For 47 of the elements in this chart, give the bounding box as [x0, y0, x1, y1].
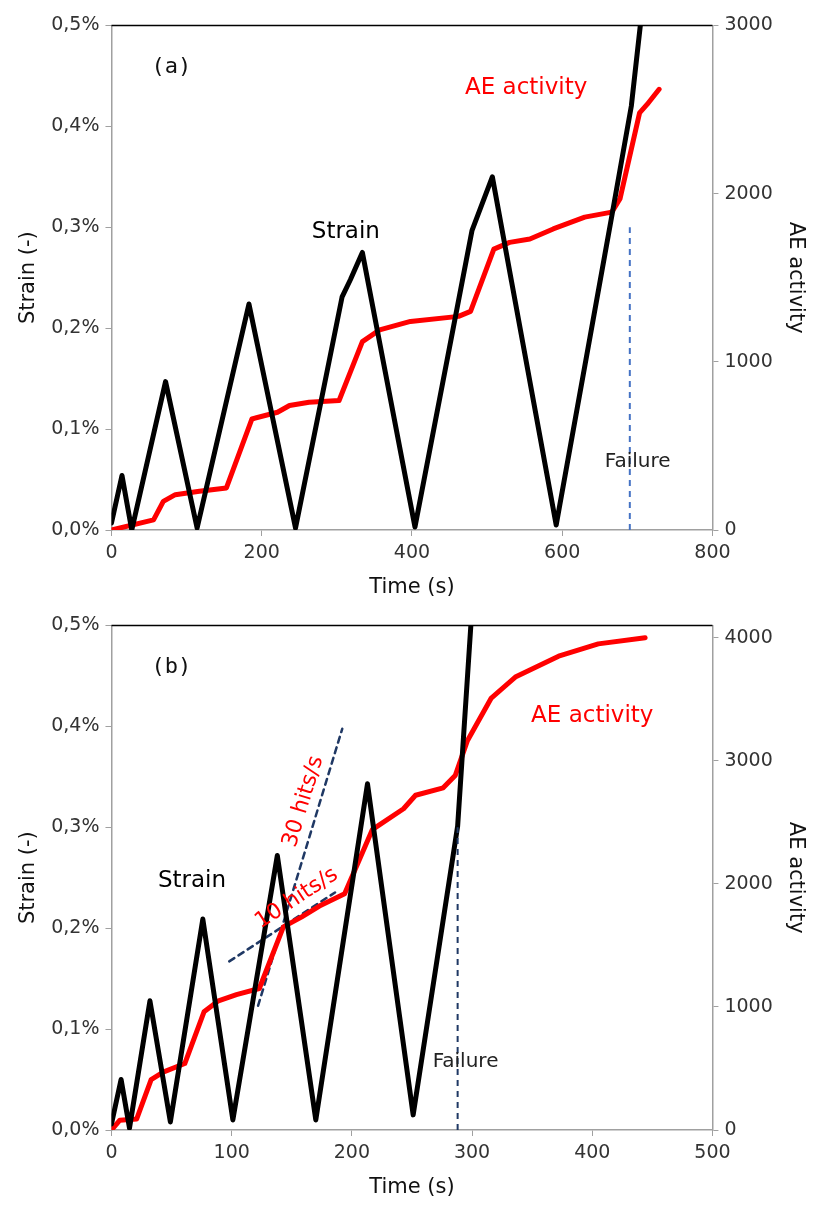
- y2-tick-label: 4000: [724, 624, 773, 647]
- x-tick-label: 600: [544, 540, 581, 563]
- x-tick-label: 200: [243, 540, 280, 563]
- x-tick-label: 800: [694, 540, 731, 563]
- x-tick-label: 400: [393, 540, 431, 563]
- y2-tick-label: 0: [724, 1116, 737, 1139]
- y-tick-label: 0,1%: [51, 1016, 100, 1039]
- x-axis-title: Time (s): [368, 573, 455, 598]
- x-tick-label: 100: [213, 1140, 250, 1163]
- annotation: 30 hits/s: [276, 752, 328, 850]
- ref-line-label: Failure: [432, 1048, 499, 1073]
- series-label: AE activity: [531, 701, 654, 728]
- x-tick-label: 500: [694, 1140, 731, 1163]
- y-tick-label: 0,2%: [51, 915, 100, 938]
- y2-tick-label: 1000: [724, 348, 773, 371]
- y2-axis-title: AE activity: [784, 221, 809, 334]
- y-tick-label: 0,4%: [51, 113, 100, 136]
- x-axis-title: Time (s): [368, 1173, 455, 1198]
- y2-tick-label: 1000: [724, 993, 773, 1016]
- x-tick-label: 0: [105, 540, 118, 563]
- y-tick-label: 0,3%: [51, 214, 100, 237]
- y2-tick-label: 2000: [724, 870, 773, 893]
- y2-tick-label: 2000: [724, 180, 773, 203]
- y-tick-label: 0,3%: [51, 814, 100, 837]
- y-axis-title: Strain (-): [15, 831, 40, 925]
- ref-line-label: Failure: [604, 448, 671, 473]
- y-tick-label: 0,0%: [51, 1116, 100, 1139]
- y2-tick-label: 3000: [724, 747, 773, 770]
- x-tick-label: 0: [105, 1140, 118, 1163]
- y2-tick-label: 3000: [724, 12, 773, 35]
- series-label: Strain: [157, 865, 227, 892]
- y-tick-label: 0,0%: [51, 516, 100, 539]
- annotation: (b): [151, 653, 192, 679]
- y2-axis-title: AE activity: [784, 821, 809, 934]
- y-tick-label: 0,5%: [51, 612, 100, 635]
- series-label: Strain: [311, 217, 380, 244]
- y2-tick-label: 0: [724, 516, 737, 539]
- annotation: (a): [151, 53, 192, 79]
- x-tick-label: 200: [333, 1140, 370, 1163]
- y-tick-label: 0,5%: [51, 12, 100, 35]
- text: AE activity: [464, 72, 588, 99]
- y-tick-label: 0,4%: [51, 713, 100, 736]
- y-tick-label: 0,1%: [51, 416, 100, 439]
- x-tick-label: 300: [453, 1140, 491, 1163]
- x-tick-label: 400: [574, 1140, 611, 1163]
- y-tick-label: 0,2%: [51, 315, 100, 338]
- y-axis-title: Strain (-): [15, 231, 40, 325]
